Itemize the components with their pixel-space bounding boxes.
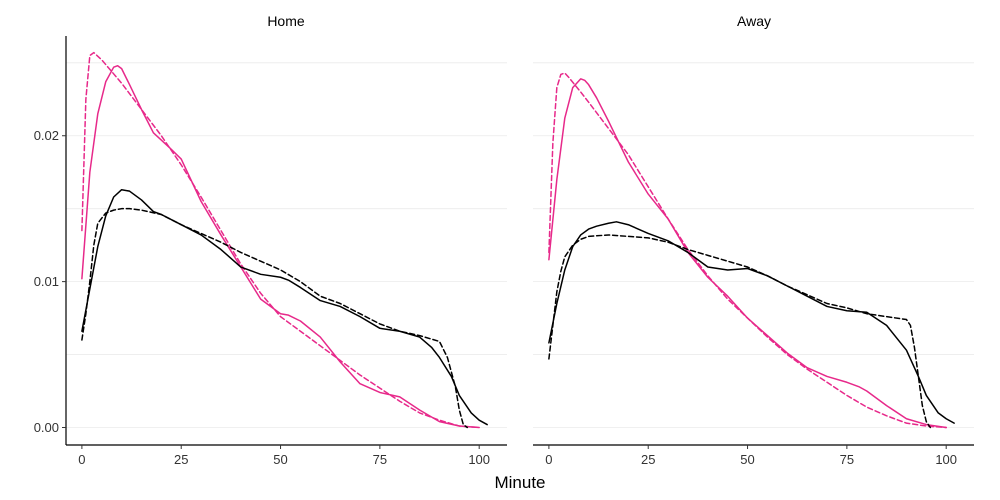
x-tick-label-away-4: 100 xyxy=(935,452,957,467)
panel-away: Away 0 25 50 75 100 xyxy=(533,13,974,467)
x-tick-label-home-0: 0 xyxy=(78,452,85,467)
x-tick-label-away-1: 25 xyxy=(641,452,655,467)
axes-home: 0 25 50 75 100 0.00 0.01 0.02 xyxy=(34,36,507,467)
panel-title-away: Away xyxy=(737,13,771,29)
series-line-away-2 xyxy=(548,221,955,424)
x-axis-title: Minute xyxy=(494,473,545,492)
x-tick-label-away-0: 0 xyxy=(545,452,552,467)
x-tick-label-away-3: 75 xyxy=(840,452,854,467)
series-line-home-1 xyxy=(81,51,480,429)
y-tick-label-1: 0.01 xyxy=(34,274,59,289)
grid-home xyxy=(66,62,507,428)
x-tick-label-home-1: 25 xyxy=(174,452,188,467)
grid-away xyxy=(533,62,974,428)
y-tick-label-0: 0.00 xyxy=(34,420,59,435)
series-line-home-2 xyxy=(81,188,488,426)
series-line-away-3 xyxy=(548,234,932,429)
x-tick-label-away-2: 50 xyxy=(740,452,754,467)
y-tick-label-2: 0.02 xyxy=(34,128,59,143)
x-tick-label-home-2: 50 xyxy=(273,452,287,467)
x-tick-label-home-4: 100 xyxy=(468,452,490,467)
series-home xyxy=(81,51,488,429)
x-tick-label-home-3: 75 xyxy=(373,452,387,467)
series-line-home-3 xyxy=(81,207,469,429)
series-line-home-0 xyxy=(81,64,480,429)
panel-home: Home 0 25 50 75 100 0.00 0.01 0.02 xyxy=(34,13,507,467)
panel-title-home: Home xyxy=(267,13,305,29)
axes-away: 0 25 50 75 100 xyxy=(533,444,974,467)
series-line-away-0 xyxy=(548,78,947,429)
series-line-away-1 xyxy=(548,72,947,429)
series-away xyxy=(548,72,955,429)
